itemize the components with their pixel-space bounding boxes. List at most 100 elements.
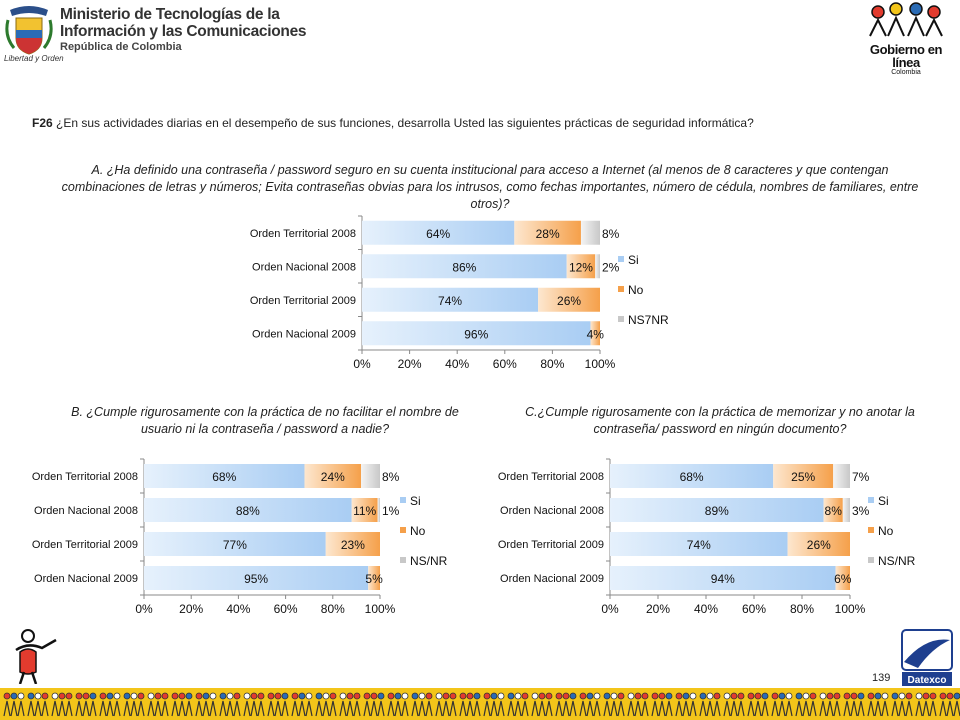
data-label: 2%: [602, 260, 620, 274]
datexco-logo: Datexco: [901, 629, 953, 686]
data-label: 8%: [825, 504, 843, 518]
bar-no: [368, 566, 380, 590]
bar-nsnr: [842, 498, 850, 522]
footer-people-group: [747, 692, 769, 717]
data-label: 8%: [382, 470, 400, 484]
footer-pattern-strip: [0, 688, 960, 720]
footer-people-group: [483, 692, 505, 717]
x-tick-label: 20%: [398, 357, 422, 371]
footer-people-group: [915, 692, 937, 717]
footer-people-group: [699, 692, 721, 717]
footer-people-group: [939, 692, 960, 717]
motto-text: Libertad y Orden: [4, 54, 64, 63]
data-label: 74%: [687, 538, 711, 552]
footer-people-group: [795, 692, 817, 717]
x-tick-label: 80%: [790, 602, 814, 616]
bar-nsnr: [361, 464, 380, 488]
ministry-title-line1: Ministerio de Tecnologías de la: [60, 6, 280, 23]
data-label: 3%: [852, 504, 870, 518]
data-label: 7%: [852, 470, 870, 484]
legend-swatch: [868, 527, 874, 533]
bar-si: [362, 220, 515, 245]
category-label: Orden Territorial 2008: [250, 228, 356, 240]
footer-people-group: [867, 692, 889, 717]
footer-people-group: [603, 692, 625, 717]
data-label: 24%: [321, 470, 345, 484]
x-tick-label: 20%: [646, 602, 670, 616]
chart-c-title: C.¿Cumple rigurosamente con la práctica …: [525, 405, 915, 436]
legend-label: NS/NR: [878, 554, 916, 568]
footer-people-group: [387, 692, 409, 717]
gov-logo-country: Colombia: [891, 69, 921, 76]
bar-si: [362, 321, 591, 346]
bar-si: [144, 498, 352, 522]
footer-people-group: [291, 692, 313, 717]
legend-swatch: [400, 527, 406, 533]
x-tick-label: 80%: [321, 602, 345, 616]
data-label: 96%: [464, 327, 488, 341]
legend-label: Si: [410, 494, 421, 508]
bar-si: [610, 532, 788, 556]
person-mascot-icon: [15, 629, 57, 684]
chart-c: Orden Territorial 2008 68% 25% 7% Orden Naci…: [498, 458, 916, 616]
bar-nsnr: [377, 498, 380, 522]
data-label: 68%: [680, 470, 704, 484]
x-tick-label: 100%: [365, 602, 396, 616]
category-label: Orden Nacional 2008: [34, 505, 138, 517]
category-label: Orden Territorial 2009: [498, 539, 604, 551]
legend-label: No: [628, 283, 644, 297]
bar-nsnr: [833, 464, 850, 488]
footer-people-group: [651, 692, 673, 717]
legend-swatch: [400, 497, 406, 503]
data-label: 1%: [382, 504, 400, 518]
footer-people-group: [675, 692, 697, 717]
x-tick-label: 80%: [540, 357, 564, 371]
bar-no: [351, 498, 378, 522]
data-label: 86%: [452, 260, 476, 274]
x-tick-label: 0%: [353, 357, 371, 371]
bar-ns7nr: [580, 220, 600, 245]
bar-si: [362, 254, 567, 279]
footer-people-pattern: [3, 692, 960, 717]
x-tick-label: 100%: [835, 602, 866, 616]
legend-label: Si: [878, 494, 889, 508]
bar-si: [610, 464, 774, 488]
x-tick-label: 20%: [179, 602, 203, 616]
footer-people-group: [363, 692, 385, 717]
bar-si: [144, 566, 369, 590]
legend-label: NS/NR: [410, 554, 448, 568]
chart-b: Orden Territorial 2008 68% 24% 8% Orden Naci…: [32, 458, 448, 616]
footer-people-group: [579, 692, 601, 717]
chart-b-title: B. ¿Cumple rigurosamente con la práctica…: [71, 405, 459, 436]
legend-swatch: [618, 316, 624, 322]
legend-swatch: [400, 557, 406, 563]
bar-si: [144, 532, 326, 556]
footer-people-group: [267, 692, 289, 717]
legend-swatch: [618, 286, 624, 292]
x-tick-label: 0%: [135, 602, 153, 616]
legend-swatch: [618, 256, 624, 262]
footer-people-group: [171, 692, 193, 717]
footer-people-group: [819, 692, 841, 717]
datexco-label: Datexco: [908, 675, 947, 686]
data-label: 6%: [834, 572, 852, 586]
footer-people-group: [411, 692, 433, 717]
legend-swatch: [868, 557, 874, 563]
bar-si: [362, 287, 539, 312]
footer-people-group: [195, 692, 217, 717]
legend-label: NS7NR: [628, 313, 669, 327]
category-label: Orden Nacional 2008: [500, 505, 604, 517]
category-label: Orden Territorial 2009: [250, 295, 356, 307]
category-label: Orden Nacional 2009: [252, 328, 356, 340]
bar-no: [787, 532, 850, 556]
category-label: Orden Territorial 2008: [32, 471, 138, 483]
gov-logo-text: Gobierno en línea: [869, 42, 943, 70]
bar-no: [835, 566, 850, 590]
data-label: 26%: [807, 538, 831, 552]
people-icon: [869, 2, 943, 37]
gobierno-en-linea-logo: Gobierno en línea Colombia: [864, 2, 948, 76]
bar-no: [823, 498, 843, 522]
chart-a: Orden Territorial 2008 64% 28% 8% Orden Naci…: [250, 215, 669, 371]
category-label: Orden Nacional 2009: [500, 573, 604, 585]
category-label: Orden Territorial 2008: [498, 471, 604, 483]
